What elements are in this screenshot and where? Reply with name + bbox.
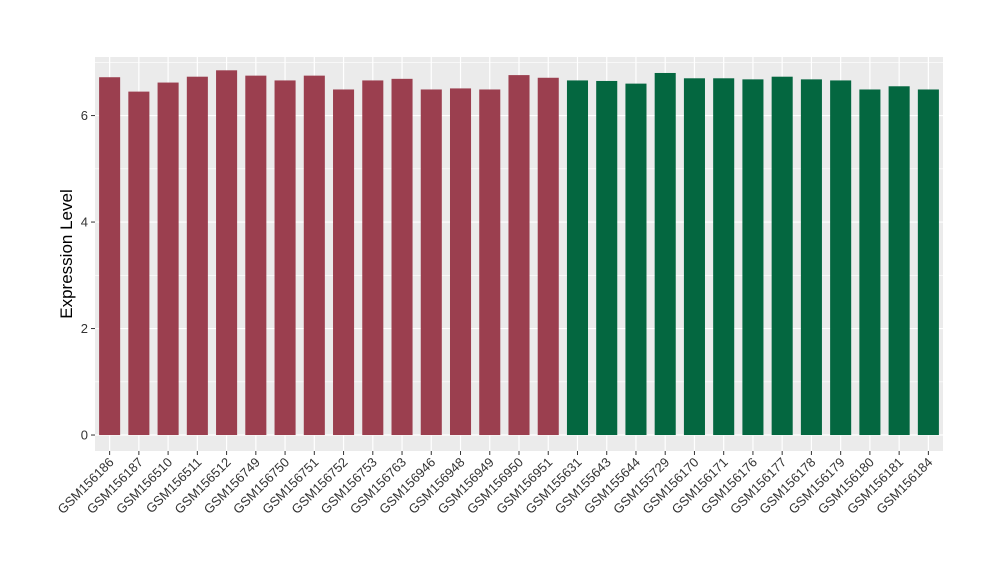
bar bbox=[742, 79, 764, 436]
bar bbox=[800, 79, 822, 436]
bar bbox=[391, 78, 413, 436]
bar bbox=[713, 78, 735, 436]
bars bbox=[99, 70, 939, 436]
bar bbox=[303, 75, 325, 436]
y-tick-label: 6 bbox=[81, 108, 88, 123]
bar bbox=[274, 80, 296, 436]
bar bbox=[99, 77, 121, 436]
bar bbox=[625, 83, 647, 436]
bar bbox=[683, 78, 705, 436]
bar bbox=[420, 89, 442, 436]
y-axis-title: Expression Level bbox=[57, 189, 76, 318]
bar bbox=[654, 72, 676, 436]
bar bbox=[537, 77, 559, 436]
bar bbox=[596, 80, 618, 436]
y-axis: 0 2 4 6 bbox=[81, 108, 95, 443]
x-axis: GSM156186GSM156187GSM156510GSM156511GSM1… bbox=[55, 451, 936, 517]
bar bbox=[479, 89, 501, 436]
bar bbox=[888, 86, 910, 436]
y-tick-label: 0 bbox=[81, 428, 88, 443]
y-tick-label: 2 bbox=[81, 321, 88, 336]
bar bbox=[830, 80, 852, 436]
bar bbox=[157, 82, 179, 436]
bar bbox=[917, 89, 939, 436]
bar bbox=[566, 80, 589, 436]
bar bbox=[333, 89, 355, 436]
bar bbox=[216, 70, 238, 436]
bar bbox=[245, 75, 267, 436]
bar bbox=[449, 88, 472, 436]
bar bbox=[128, 91, 150, 436]
bar bbox=[186, 76, 208, 436]
y-tick-label: 4 bbox=[81, 215, 88, 230]
bar bbox=[859, 89, 881, 436]
bar bbox=[771, 76, 793, 436]
bar bbox=[362, 80, 384, 436]
bar bbox=[508, 75, 530, 436]
